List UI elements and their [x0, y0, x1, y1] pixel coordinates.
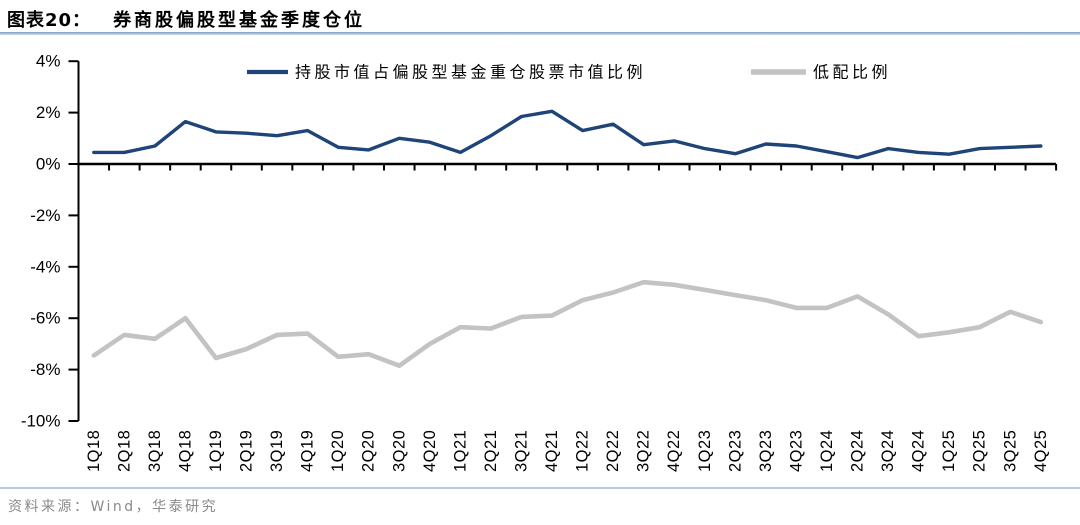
x-tick-label: 1Q22 [574, 430, 592, 472]
x-tick-label: 3Q23 [757, 430, 775, 472]
figure-title-row: 图表20： 券商股偏股型基金季度仓位 [7, 6, 365, 32]
x-tick-label: 4Q20 [421, 430, 439, 472]
source-note: 资料来源：Wind，华泰研究 [8, 499, 219, 515]
y-tick-label: 0% [36, 155, 61, 174]
x-tick-label: 1Q18 [85, 430, 103, 472]
x-tick-label: 2Q21 [482, 430, 500, 472]
x-tick-label: 1Q24 [818, 430, 836, 472]
x-tick-label: 2Q23 [726, 430, 744, 472]
x-tick-label: 1Q23 [696, 430, 714, 472]
x-tick-label: 2Q25 [971, 430, 989, 472]
x-tick-label: 1Q25 [940, 430, 958, 472]
legend-label-holding-ratio: 持股市值占偏股型基金重仓股票市值比例 [295, 63, 646, 82]
y-tick-label: 2% [36, 103, 61, 122]
y-tick-label: -2% [30, 206, 60, 225]
x-tick-label: 1Q19 [207, 430, 225, 472]
y-tick-label: -4% [30, 257, 60, 276]
x-tick-label: 4Q18 [176, 430, 194, 472]
x-tick-label: 1Q20 [329, 430, 347, 472]
y-tick-label: 4% [36, 52, 61, 71]
x-tick-label: 3Q24 [879, 430, 897, 472]
x-tick-label: 1Q21 [451, 430, 469, 472]
legend-label-underweight-ratio: 低配比例 [813, 63, 891, 82]
x-tick-label: 3Q22 [635, 430, 653, 472]
y-tick-label: -8% [30, 360, 60, 379]
quarterly-position-chart: 4% 2% 0% -2% -4% -6% -8% -10% 持股市值占偏股型基金重仓股票市值比例… [21, 52, 1058, 472]
x-tick-label: 3Q25 [1001, 430, 1019, 472]
y-tick-label: -10% [21, 412, 61, 431]
x-tick-label: 4Q19 [299, 430, 317, 472]
x-tick-label: 2Q18 [115, 430, 133, 472]
series-line-underweight-ratio [91, 279, 1044, 369]
y-tick-label: -6% [30, 309, 60, 328]
x-tick-label: 4Q24 [910, 430, 928, 472]
x-tick-label: 4Q25 [1032, 430, 1050, 472]
x-tick-label: 3Q21 [512, 430, 530, 472]
x-tick-label: 3Q20 [390, 430, 408, 472]
title-divider [0, 32, 1080, 35]
series-line-holding-ratio [92, 109, 1043, 160]
x-tick-label: 3Q19 [268, 430, 286, 472]
x-tick-label: 4Q21 [543, 430, 561, 472]
figure-title: 券商股偏股型基金季度仓位 [113, 10, 366, 31]
x-tick-label: 2Q22 [604, 430, 622, 472]
x-tick-label: 2Q20 [360, 430, 378, 472]
x-tick-label: 2Q24 [849, 430, 867, 472]
x-tick-label: 3Q18 [146, 430, 164, 472]
x-tick-label: 2Q19 [238, 430, 256, 472]
footer-divider [0, 487, 1080, 489]
figure-number-label: 图表20： [7, 10, 92, 31]
x-tick-label: 4Q23 [787, 430, 805, 472]
x-tick-label: 4Q22 [665, 430, 683, 472]
